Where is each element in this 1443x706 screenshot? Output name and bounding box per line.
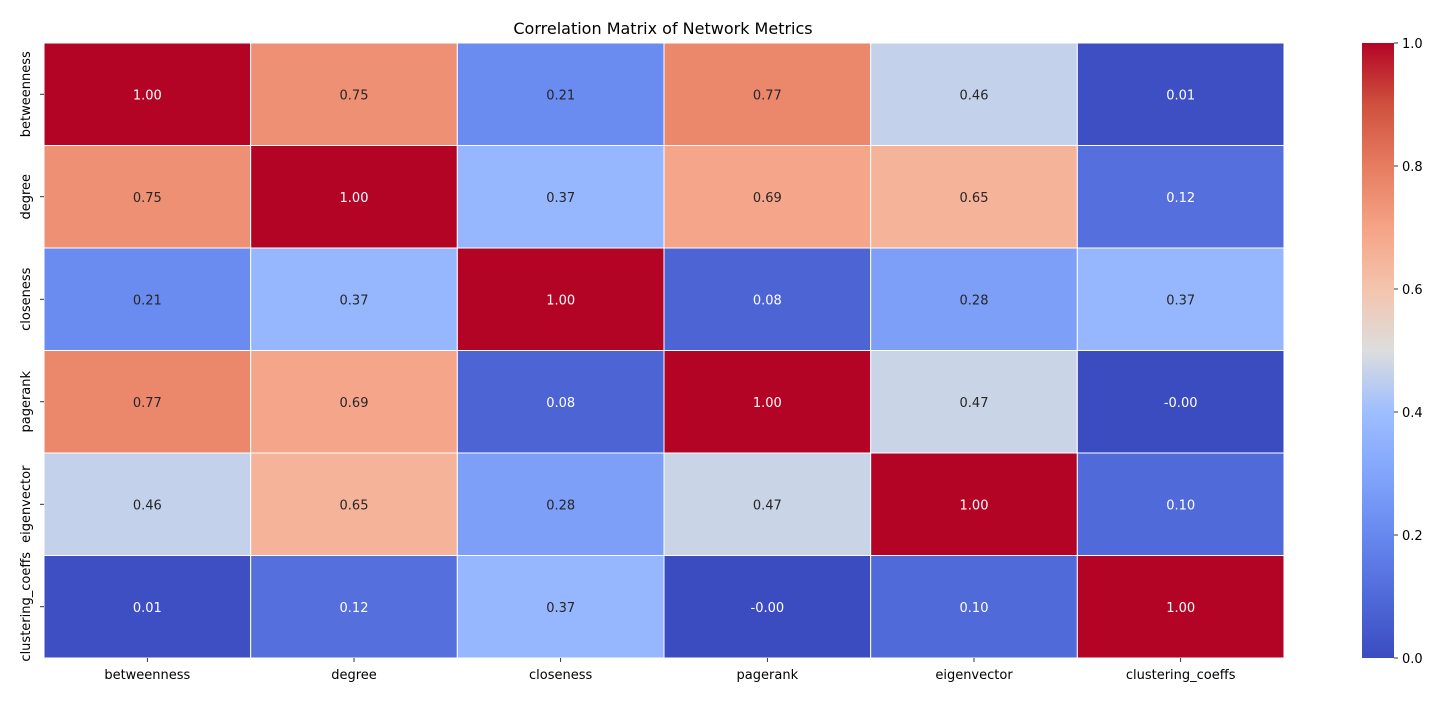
heatmap-cell-clustering_coeffs-eigenvector [870,555,1078,659]
heatmap-cell-closeness-closeness [456,247,665,351]
cell-value-label: 0.37 [1166,293,1195,308]
cell-value-label: 0.10 [1166,498,1195,513]
heatmap-cell-degree-clustering_coeffs [1076,145,1285,249]
colorbar-gradient [1362,43,1394,658]
x-tick-label: closeness [529,668,592,683]
cell-value-label: 0.37 [546,601,575,616]
cell-value-label: 0.08 [546,396,575,411]
y-tick-label: closeness [19,267,34,330]
cell-value-label: 1.00 [340,191,369,206]
heatmap-cell-eigenvector-pagerank [663,452,872,556]
heatmap-cell-closeness-clustering_coeffs [1076,247,1285,351]
cell-value-label: 0.46 [133,498,162,513]
x-tick-label: degree [331,668,377,683]
colorbar-tick-label: 1.0 [1402,37,1423,52]
y-tick-label: degree [19,174,34,220]
cell-value-label: 1.00 [753,396,782,411]
cell-value-label: 0.37 [340,293,369,308]
colorbar: 0.0 0.2 0.4 0.6 0.8 1.0 [1362,37,1423,667]
heatmap-cell-pagerank-betweenness [43,350,252,454]
cell-value-label: 1.00 [546,293,575,308]
heatmap-cell-eigenvector-betweenness [43,452,252,556]
heatmap-cell-eigenvector-clustering_coeffs [1076,452,1285,556]
cell-value-label: 1.00 [1166,601,1195,616]
cell-value-label: 0.65 [340,498,369,513]
cell-value-label: 1.00 [133,88,162,103]
cell-value-label: 0.47 [753,498,782,513]
heatmap-cell-pagerank-degree [250,350,458,454]
colorbar-tick-label: 0.4 [1402,406,1423,421]
heatmap-cell-betweenness-closeness [456,42,665,146]
x-axis: betweenness degree closeness pagerank eigenv… [104,658,1236,683]
cell-value-label: 0.37 [546,191,575,206]
cell-value-label: 0.77 [753,88,782,103]
heatmap-cell-eigenvector-closeness [456,452,665,556]
cell-value-label: 0.21 [546,88,575,103]
cell-value-label: 0.69 [340,396,369,411]
heatmap-cell-betweenness-pagerank [663,42,872,146]
y-tick-label: clustering_coeffs [19,552,34,662]
heatmap-cell-pagerank-closeness [456,350,665,454]
heatmap-cell-closeness-eigenvector [870,247,1078,351]
heatmap-cell-clustering_coeffs-betweenness [43,555,252,659]
y-tick-label: pagerank [19,371,34,433]
cell-value-label: -0.00 [1164,396,1198,411]
colorbar-tick-label: 0.0 [1402,652,1423,667]
heatmap-cell-closeness-degree [250,247,458,351]
cell-value-label: 0.75 [133,191,162,206]
cell-value-label: 0.69 [753,191,782,206]
heatmap-cell-closeness-betweenness [43,247,252,351]
heatmap-cell-clustering_coeffs-clustering_coeffs [1076,555,1285,659]
heatmap-cell-degree-pagerank [663,145,872,249]
cell-value-label: 0.47 [960,396,989,411]
cell-value-label: 1.00 [960,498,989,513]
heatmap-cell-pagerank-pagerank [663,350,872,454]
y-tick-label: betweenness [19,51,34,137]
heatmap-cell-betweenness-clustering_coeffs [1076,42,1285,146]
cell-value-label: 0.75 [340,88,369,103]
y-axis: betweenness degree closeness pagerank eigenv… [19,51,44,662]
cell-value-label: 0.01 [1166,88,1195,103]
cell-value-label: -0.00 [751,601,785,616]
heatmap-cell-degree-degree [250,145,458,249]
cell-value-label: 0.21 [133,293,162,308]
heatmap-cells [43,42,1285,659]
colorbar-tick-label: 0.8 [1402,160,1423,175]
x-tick-label: betweenness [104,668,190,683]
cell-value-label: 0.28 [960,293,989,308]
cell-value-label: 0.46 [960,88,989,103]
x-tick-label: eigenvector [935,668,1013,683]
cell-value-label: 0.65 [960,191,989,206]
heatmap-cell-closeness-pagerank [663,247,872,351]
x-tick-label: pagerank [737,668,799,683]
cell-value-label: 0.77 [133,396,162,411]
heatmap-cell-pagerank-eigenvector [870,350,1078,454]
cell-value-label: 0.10 [960,601,989,616]
heatmap-cell-betweenness-degree [250,42,458,146]
chart-title: Correlation Matrix of Network Metrics [513,19,812,38]
colorbar-tick-label: 0.2 [1402,529,1423,544]
heatmap-cell-clustering_coeffs-pagerank [663,555,872,659]
y-tick-label: eigenvector [19,465,34,543]
heatmap-cell-eigenvector-eigenvector [870,452,1078,556]
x-tick-label: clustering_coeffs [1126,668,1236,683]
heatmap-cell-labels: 1.00 0.75 0.21 0.77 0.46 0.01 0.75 1.00 0.37 0.69… [133,88,1198,616]
cell-value-label: 0.08 [753,293,782,308]
cell-value-label: 0.12 [1166,191,1195,206]
heatmap-cell-betweenness-eigenvector [870,42,1078,146]
colorbar-tick-label: 0.6 [1402,283,1423,298]
cell-value-label: 0.28 [546,498,575,513]
cell-value-label: 0.12 [340,601,369,616]
heatmap-cell-betweenness-betweenness [43,42,252,146]
heatmap-cell-pagerank-clustering_coeffs [1076,350,1285,454]
cell-value-label: 0.01 [133,601,162,616]
